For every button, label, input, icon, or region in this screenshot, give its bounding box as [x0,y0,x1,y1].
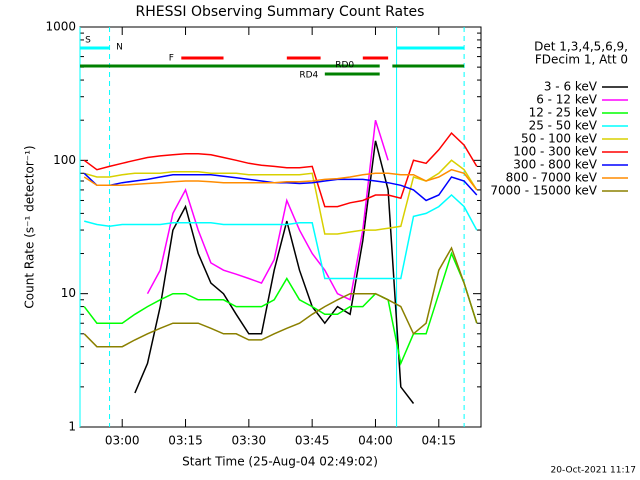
x-tick-label: 03:15 [168,434,203,448]
x-tick-label: 04:00 [358,434,393,448]
x-axis-label: Start Time (25-Aug-04 02:49:02) [182,455,378,469]
series-line [83,251,478,366]
y-tick-label: 1000 [45,20,76,34]
legend-label: 7000 - 15000 keV [490,184,597,198]
legend-label: 800 - 7000 keV [506,171,598,185]
series-line [83,246,478,348]
legend-title: Det 1,3,4,5,6,9, [534,40,628,54]
legend-label: 100 - 300 keV [513,145,597,159]
series-line [134,140,415,404]
footer: 20-Oct-2021 11:17 [551,466,636,476]
legend-title: FDecim 1, Att 0 [535,53,628,67]
legend-label: 3 - 6 keV [544,80,598,94]
x-tick-label: 03:30 [232,434,267,448]
legend-label: 25 - 50 keV [529,119,598,133]
flag-label: N [116,43,123,53]
series-line [84,193,478,280]
y-axis-label: Count Rate (s⁻¹ detector⁻¹) [23,145,37,308]
legend-label: 300 - 800 keV [513,158,597,172]
legend-label: 50 - 100 keV [521,132,598,146]
series-line [83,168,478,191]
y-tick-label: 10 [61,286,76,300]
flag-label: RD4 [299,71,318,81]
x-tick-label: 04:15 [421,434,456,448]
y-tick-label: 100 [53,153,76,167]
series-line [83,131,478,208]
flag-label: RD0 [335,61,354,71]
legend-label: 6 - 12 keV [536,93,598,107]
flag-label: S [85,36,91,46]
y-tick-label: 1 [68,420,76,434]
series-line [83,159,478,235]
legend-label: 12 - 25 keV [529,106,598,120]
x-tick-label: 03:00 [105,434,140,448]
x-tick-label: 03:45 [295,434,330,448]
flag-label: F [169,54,174,64]
chart-title: RHESSI Observing Summary Count Rates [136,4,425,20]
